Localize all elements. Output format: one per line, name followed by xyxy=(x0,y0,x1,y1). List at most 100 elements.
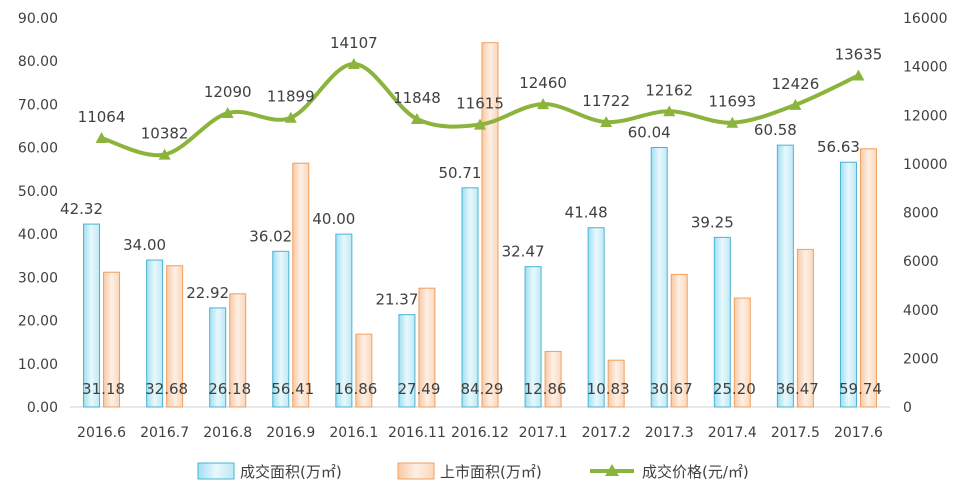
bar-transaction-area xyxy=(713,236,731,408)
transaction-area-label: 32.47 xyxy=(502,243,545,261)
x-category-label: 2017.5 xyxy=(771,425,820,441)
transaction-area-label: 56.63 xyxy=(817,138,860,156)
y-left-tick-label: 80.00 xyxy=(18,54,58,70)
legend-label-transaction-area: 成交面积(万㎡) xyxy=(240,463,342,481)
listed-area-label: 30.67 xyxy=(650,380,693,398)
price-point-marker xyxy=(789,98,802,110)
price-point-marker xyxy=(95,132,108,144)
x-category-label: 2017.6 xyxy=(834,425,883,441)
y-right-tick-label: 16000 xyxy=(903,11,948,27)
y-left-tick-label: 40.00 xyxy=(18,227,58,243)
y-left-tick-label: 30.00 xyxy=(18,270,58,286)
listed-area-label: 32.68 xyxy=(145,380,188,398)
bar-listed-area xyxy=(166,265,184,408)
data-labels: 42.32 34.00 22.92 36.02 40.00 21.37 50.71 32.47… xyxy=(60,34,882,398)
transaction-area-label: 39.25 xyxy=(691,213,734,231)
bar-listed-area xyxy=(607,359,625,408)
listed-area-label: 59.74 xyxy=(839,380,882,398)
bar-transaction-area xyxy=(839,161,857,408)
bar-transaction-area xyxy=(398,314,416,408)
bar-listed-area xyxy=(481,42,499,408)
x-category-label: 2016.11 xyxy=(388,425,446,441)
listed-area-label: 27.49 xyxy=(397,380,440,398)
price-point-marker xyxy=(726,116,739,128)
legend: 成交面积(万㎡) 上市面积(万㎡) 成交价格(元/㎡) xyxy=(197,462,749,481)
y-left-tick-label: 60.00 xyxy=(18,141,58,157)
price-point-marker xyxy=(284,111,297,123)
transaction-area-label: 36.02 xyxy=(249,227,292,245)
price-label: 13635 xyxy=(835,45,883,63)
y-left-tick-label: 50.00 xyxy=(18,184,58,200)
price-point-marker xyxy=(347,58,360,70)
listed-area-label: 26.18 xyxy=(208,380,251,398)
price-point-marker xyxy=(158,148,171,160)
price-label: 10382 xyxy=(141,125,189,143)
y-right-tick-label: 8000 xyxy=(903,206,939,222)
transaction-area-label: 60.58 xyxy=(754,121,797,139)
y-right-tick-label: 10000 xyxy=(903,157,948,173)
bar-transaction-area xyxy=(209,307,227,408)
bar-transaction-area xyxy=(650,146,668,408)
listed-area-label: 36.47 xyxy=(776,380,819,398)
bar-transaction-area xyxy=(146,259,164,408)
bar-listed-area xyxy=(859,148,877,408)
price-label: 12460 xyxy=(519,74,567,92)
listed-area-label: 16.86 xyxy=(334,380,377,398)
bar-listed-area xyxy=(670,273,688,408)
y-left-tick-label: 0.00 xyxy=(27,400,58,416)
legend-swatch-listed-area xyxy=(397,462,435,480)
y-right-tick-label: 0 xyxy=(903,400,912,416)
x-category-label: 2017.4 xyxy=(708,425,757,441)
bar-transaction-area xyxy=(335,233,353,408)
listed-area-label: 25.20 xyxy=(713,380,756,398)
price-label: 11722 xyxy=(582,92,630,110)
bar-listed-area xyxy=(418,287,436,408)
bar-transaction-area xyxy=(272,250,290,408)
price-label: 11899 xyxy=(267,88,315,106)
bar-listed-area xyxy=(355,333,373,408)
transaction-area-label: 21.37 xyxy=(375,291,418,309)
price-label: 12090 xyxy=(204,83,252,101)
x-category-label: 2017.1 xyxy=(519,425,568,441)
listed-area-label: 56.41 xyxy=(271,380,314,398)
bar-listed-area xyxy=(796,248,814,408)
bar-listed-area xyxy=(544,350,562,408)
legend-label-price: 成交价格(元/㎡) xyxy=(642,463,749,481)
price-point-marker xyxy=(221,107,234,119)
y-left-tick-label: 10.00 xyxy=(18,357,58,373)
price-point-marker xyxy=(410,112,423,124)
bar-listed-area xyxy=(733,297,751,408)
listed-area-label: 10.83 xyxy=(587,380,630,398)
y-left-tick-label: 90.00 xyxy=(18,11,58,27)
legend-label-listed-area: 上市面积(万㎡) xyxy=(440,463,542,481)
price-point-marker xyxy=(663,105,676,117)
listed-area-label: 12.86 xyxy=(524,380,567,398)
x-category-label: 2016.1 xyxy=(329,425,378,441)
y-left-tick-label: 70.00 xyxy=(18,97,58,113)
bar-transaction-area xyxy=(587,227,605,408)
x-category-label: 2017.2 xyxy=(582,425,631,441)
legend-swatch-price-marker xyxy=(605,464,619,476)
y-right-tick-label: 14000 xyxy=(903,60,948,76)
price-point-marker xyxy=(852,69,865,81)
bar-transaction-area xyxy=(461,187,479,408)
listed-area-label: 84.29 xyxy=(461,380,504,398)
x-category-label: 2016.9 xyxy=(266,425,315,441)
transaction-area-label: 34.00 xyxy=(123,236,166,254)
transaction-area-label: 42.32 xyxy=(60,200,103,218)
price-point-marker xyxy=(600,116,613,128)
legend-swatch-transaction-area xyxy=(197,462,235,480)
price-label: 11848 xyxy=(393,89,441,107)
bars xyxy=(83,42,877,408)
y-right-tick-label: 4000 xyxy=(903,303,939,319)
price-label: 12426 xyxy=(772,75,820,93)
price-label: 12162 xyxy=(645,81,693,99)
listed-area-label: 31.18 xyxy=(82,380,125,398)
y-right-tick-label: 6000 xyxy=(903,254,939,270)
y-right-tick-label: 2000 xyxy=(903,351,939,367)
bar-listed-area xyxy=(103,271,121,408)
price-point-marker xyxy=(537,98,550,110)
bar-transaction-area xyxy=(776,144,794,408)
bar-transaction-area xyxy=(83,223,101,408)
